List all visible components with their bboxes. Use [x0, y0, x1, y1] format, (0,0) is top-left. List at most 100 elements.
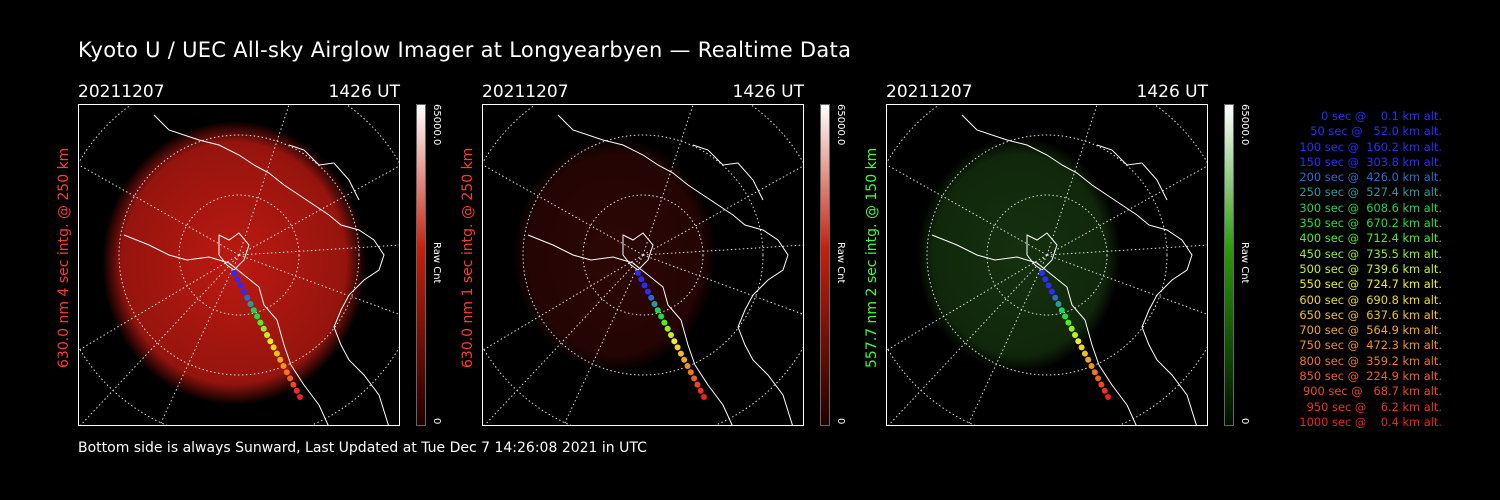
panel-3-colorbar-max: 65000.0 [1239, 104, 1250, 146]
trajectory-point [1065, 319, 1072, 326]
panel-3-date: 20211207 [886, 82, 973, 102]
trajectory-point [671, 338, 678, 345]
panel-2-date: 20211207 [482, 82, 569, 102]
longitude-line [887, 254, 1048, 351]
legend-row: 200 sec @ 426.0 km alt. [1295, 170, 1442, 185]
latitude-circle [178, 194, 300, 316]
trajectory-point [654, 307, 661, 314]
legend-row: 550 sec @ 724.7 km alt. [1295, 277, 1442, 292]
longitude-line [238, 244, 399, 256]
coastline [557, 114, 793, 425]
panel-3-colorbar [1224, 104, 1234, 426]
longitude-line [484, 254, 644, 425]
trajectory-point [674, 344, 681, 351]
longitude-line [1046, 244, 1207, 256]
trajectory-point [290, 381, 297, 388]
trajectory-point [1048, 288, 1055, 295]
trajectory-point [277, 356, 284, 363]
coastline [692, 144, 764, 201]
panel-1-colorbar-min: 0 [431, 418, 442, 425]
panel-3-allsky-image [886, 104, 1208, 426]
legend-row: 300 sec @ 608.6 km alt. [1295, 200, 1442, 215]
trajectory-point [240, 288, 247, 295]
longitude-line [79, 164, 240, 256]
longitude-line [483, 164, 644, 256]
panel-3-colorbar-unit: Raw Cnt [1239, 242, 1250, 284]
latitude-circle [522, 134, 764, 376]
trajectory-point [1098, 381, 1105, 388]
longitude-line [887, 164, 1048, 256]
legend-row: 50 sec @ 52.0 km alt. [1303, 124, 1442, 139]
trajectory-point [1081, 350, 1088, 357]
trajectory-point [664, 325, 671, 332]
panel-1-colorbar-max: 65000.0 [431, 104, 442, 146]
trajectory-point [293, 387, 300, 394]
trajectory-point [641, 282, 648, 289]
longitude-line [238, 165, 399, 256]
trajectory-point [257, 319, 264, 326]
legend-row: 350 sec @ 670.2 km alt. [1295, 216, 1442, 231]
trajectory-point [260, 325, 267, 332]
panel-1-wavelength-label: 630.0 nm 4 sec intg. @ 250 km [56, 147, 72, 368]
trajectory-point [287, 375, 294, 382]
legend-row: 250 sec @ 527.4 km alt. [1295, 185, 1442, 200]
panel-1-colorbar [416, 104, 426, 426]
trajectory-point [237, 282, 244, 289]
panel-1-date: 20211207 [78, 82, 165, 102]
legend-row: 850 sec @ 224.9 km alt. [1295, 369, 1442, 384]
latitude-circle [986, 194, 1108, 316]
longitude-line [888, 254, 1048, 425]
trajectory-point [273, 350, 280, 357]
legend-row: 100 sec @ 160.2 km alt. [1295, 139, 1442, 154]
panel-3-time: 1426 UT [1136, 82, 1209, 102]
panel-3-map [887, 105, 1207, 425]
longitude-line [80, 254, 240, 425]
trajectory-point [297, 394, 303, 400]
trajectory-point [244, 294, 251, 301]
legend-row: 700 sec @ 564.9 km alt. [1295, 323, 1442, 338]
trajectory-point [668, 332, 674, 338]
trajectory-point [677, 350, 684, 357]
legend-row: 400 sec @ 712.4 km alt. [1295, 231, 1442, 246]
trajectory-point [644, 288, 651, 295]
longitude-line [642, 244, 803, 256]
trajectory-point [234, 276, 241, 283]
panel-2-allsky-image [482, 104, 804, 426]
trajectory-point [635, 270, 641, 276]
latitude-circle [118, 134, 360, 376]
legend-row: 650 sec @ 637.6 km alt. [1295, 307, 1442, 322]
trajectory-point [267, 338, 274, 345]
panel-2-colorbar-max: 65000.0 [835, 104, 846, 146]
trajectory-point [658, 313, 665, 320]
legend-row: 150 sec @ 303.8 km alt. [1295, 154, 1442, 169]
latitude-circle [926, 134, 1168, 376]
panel-2-wavelength-label: 630.0 nm 1 sec intg. @ 250 km [460, 147, 476, 368]
coastline [527, 234, 733, 425]
trajectory-point [254, 313, 261, 320]
longitude-line [1046, 254, 1207, 315]
trajectory-point [283, 369, 290, 376]
trajectory-point [648, 294, 655, 301]
trajectory-point [1085, 356, 1092, 363]
legend-row: 600 sec @ 690.8 km alt. [1295, 292, 1442, 307]
trajectory-point [687, 369, 694, 376]
legend-row: 900 sec @ 68.7 km alt. [1299, 384, 1442, 399]
footer-status: Bottom side is always Sunward, Last Upda… [78, 440, 647, 456]
coastline [961, 114, 1197, 425]
panel-1-map [79, 105, 399, 425]
trajectory-legend: 0 sec @ 0.1 km alt. 50 sec @ 52.0 km alt… [1262, 109, 1442, 430]
trajectory-point [1105, 394, 1111, 400]
trajectory-point [691, 375, 698, 382]
trajectory-point [701, 394, 707, 400]
airglow-region [102, 121, 366, 405]
panel-2-time: 1426 UT [732, 82, 805, 102]
panel-2-colorbar-unit: Raw Cnt [835, 242, 846, 284]
trajectory-point [697, 387, 704, 394]
trajectory-point [247, 301, 254, 307]
trajectory-point [1101, 387, 1108, 394]
coastline [622, 232, 654, 271]
panel-3-colorbar-min: 0 [1239, 418, 1250, 425]
coastline [1026, 232, 1058, 271]
panel-2-colorbar-min: 0 [835, 418, 846, 425]
longitude-line [642, 165, 803, 256]
